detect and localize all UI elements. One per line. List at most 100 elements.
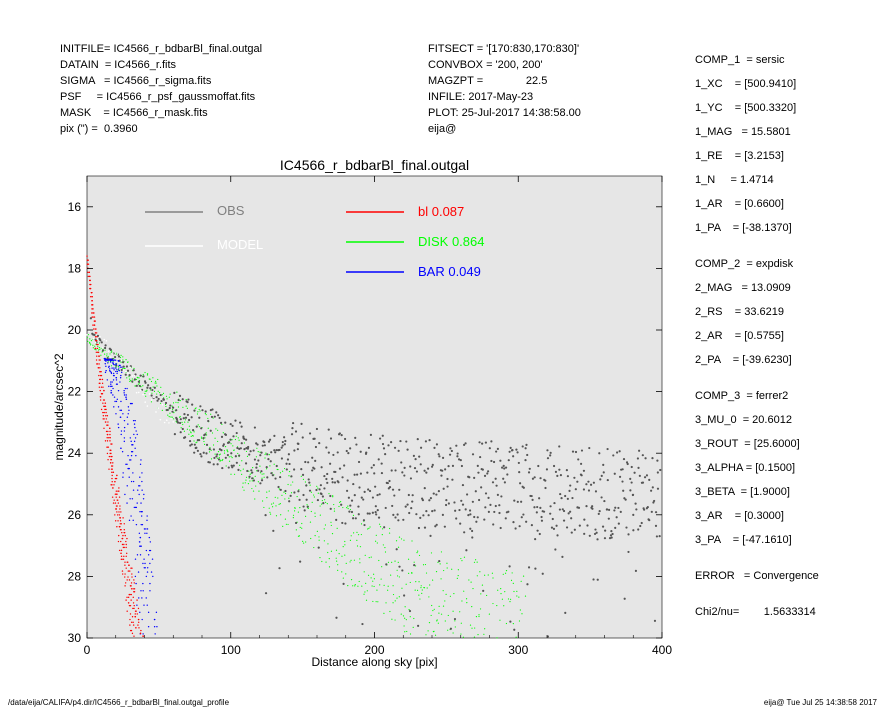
disk-point	[442, 590, 444, 592]
disk-point	[358, 580, 360, 583]
bar-point	[122, 476, 124, 478]
obs-point	[308, 489, 312, 492]
bl-point	[100, 386, 103, 388]
bar-point	[120, 400, 122, 403]
bl-point	[99, 396, 102, 398]
obs-point	[211, 408, 214, 411]
obs-point	[594, 528, 597, 531]
bl-point	[100, 408, 103, 411]
obs-point	[217, 414, 220, 417]
disk-point	[146, 374, 148, 376]
obs-point	[538, 532, 541, 536]
obs-point	[155, 396, 158, 399]
disk-point	[406, 630, 408, 633]
obs-point	[209, 429, 212, 432]
disk-point	[454, 620, 456, 622]
bl-point	[112, 487, 114, 489]
obs-point	[126, 369, 130, 372]
disk-point	[217, 440, 219, 443]
obs-point	[650, 489, 653, 492]
x-tick-label: 200	[364, 643, 384, 657]
disk-point	[128, 376, 130, 378]
disk-point	[181, 421, 183, 423]
bl-point	[114, 514, 116, 516]
obs-point	[516, 451, 519, 454]
disk-point	[117, 369, 119, 371]
obs-point	[632, 529, 635, 532]
bl-point	[121, 558, 123, 560]
disk-point	[302, 542, 305, 544]
disk-point	[492, 602, 494, 605]
obs-point	[178, 421, 182, 425]
disk-point	[381, 534, 383, 536]
obs-point	[301, 436, 304, 439]
obs-point	[383, 526, 386, 529]
disk-point	[496, 604, 498, 607]
obs-point	[183, 413, 186, 416]
y-axis-label: magnitude/arcsec^2	[52, 353, 66, 460]
bl-point	[126, 610, 128, 612]
obs-point	[288, 500, 291, 503]
obs-point	[583, 532, 586, 535]
obs-point	[612, 454, 615, 457]
bl-point	[96, 363, 99, 365]
obs-point	[386, 481, 389, 485]
obs-point	[531, 498, 534, 501]
obs-point	[393, 446, 397, 449]
bar-point	[137, 571, 140, 573]
obs-point	[622, 457, 626, 461]
obs-point	[453, 501, 456, 504]
disk-point	[274, 496, 276, 498]
bar-point	[132, 419, 135, 422]
obs-point	[607, 517, 610, 520]
model-point	[142, 393, 144, 396]
obs-point	[363, 490, 366, 493]
disk-point	[216, 457, 218, 459]
bl-point	[131, 573, 133, 575]
bl-point	[102, 411, 104, 414]
disk-point	[122, 356, 124, 358]
disk-point	[254, 498, 256, 500]
obs-point	[598, 510, 601, 513]
bar-point	[129, 437, 132, 439]
disk-point	[251, 480, 253, 482]
disk-point	[120, 361, 122, 363]
obs-point	[631, 493, 635, 496]
bl-point	[111, 481, 113, 483]
bar-point	[149, 562, 151, 565]
disk-point	[288, 470, 291, 473]
bar-point	[134, 575, 137, 578]
disk-point	[252, 490, 255, 492]
bl-point	[132, 596, 134, 599]
disk-point	[188, 433, 190, 435]
obs-point	[471, 536, 474, 539]
obs-point	[172, 406, 175, 409]
disk-point	[242, 486, 244, 488]
disk-point	[509, 601, 511, 603]
disk-point	[373, 578, 375, 580]
obs-point	[150, 394, 153, 397]
obs-point	[582, 488, 586, 491]
x-tick-label: 300	[508, 643, 528, 657]
disk-point	[479, 608, 482, 610]
bar-point	[142, 633, 144, 635]
header-middle-line: MAGZPT = 22.5	[428, 75, 548, 87]
disk-point	[111, 350, 113, 352]
disk-point	[218, 456, 220, 459]
obs-point	[327, 451, 330, 454]
bar-point	[119, 377, 122, 379]
obs-point	[236, 446, 239, 450]
obs-point	[216, 463, 219, 466]
obs-point	[224, 456, 227, 459]
disk-point	[398, 576, 400, 578]
obs-point	[435, 493, 438, 496]
disk-point	[97, 345, 99, 347]
bl-point	[103, 405, 105, 408]
obs-point	[285, 462, 288, 465]
obs-point	[313, 437, 316, 440]
disk-point	[384, 551, 387, 553]
obs-point	[404, 505, 407, 508]
obs-point	[604, 529, 607, 532]
model-point	[127, 372, 129, 374]
obs-point	[335, 616, 338, 619]
